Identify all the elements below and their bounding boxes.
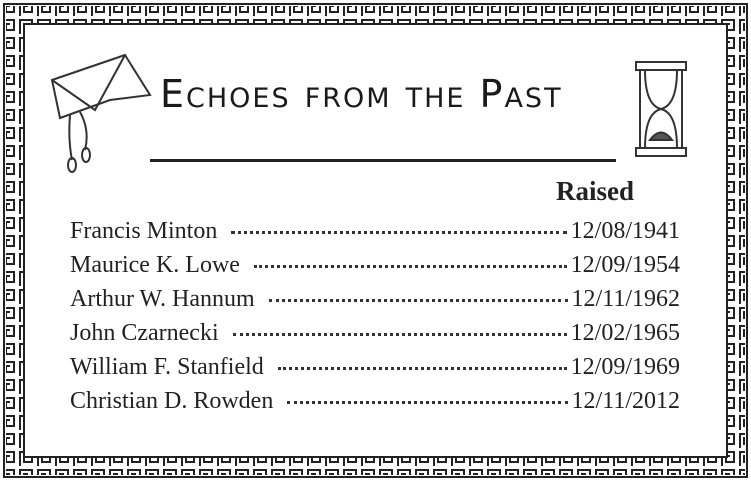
list: Francis Minton 12/08/1941 Maurice K. Lowe 1…: [70, 218, 680, 422]
name: Arthur W. Hannum: [70, 286, 255, 313]
row: Maurice K. Lowe 12/09/1954: [70, 252, 680, 286]
date: 12/09/1969: [571, 354, 680, 381]
row: Francis Minton 12/08/1941: [70, 218, 680, 252]
row: Arthur W. Hannum 12/11/1962: [70, 286, 680, 320]
name: Maurice K. Lowe: [70, 252, 240, 279]
name: Christian D. Rowden: [70, 388, 273, 415]
row: John Czarnecki 12/02/1965: [70, 320, 680, 354]
name: John Czarnecki: [70, 320, 219, 347]
date: 12/09/1954: [571, 252, 680, 279]
leader-dots: [233, 333, 567, 336]
column-header: Raised: [556, 176, 634, 207]
leader-dots: [269, 299, 568, 302]
leader-dots: [254, 265, 567, 268]
date: 12/02/1965: [571, 320, 680, 347]
page: Echoes from the Past Raised Francis Mint…: [0, 0, 751, 481]
leader-dots: [287, 401, 567, 404]
title: Echoes from the Past: [160, 72, 600, 116]
leader-dots: [231, 231, 566, 234]
date: 12/08/1941: [571, 218, 680, 245]
leader-dots: [278, 367, 567, 370]
title-rule: [150, 159, 616, 162]
date: 12/11/2012: [572, 388, 680, 415]
row: William F. Stanfield 12/09/1969: [70, 354, 680, 388]
name: William F. Stanfield: [70, 354, 264, 381]
date: 12/11/1962: [572, 286, 680, 313]
name: Francis Minton: [70, 218, 217, 245]
row: Christian D. Rowden 12/11/2012: [70, 388, 680, 422]
